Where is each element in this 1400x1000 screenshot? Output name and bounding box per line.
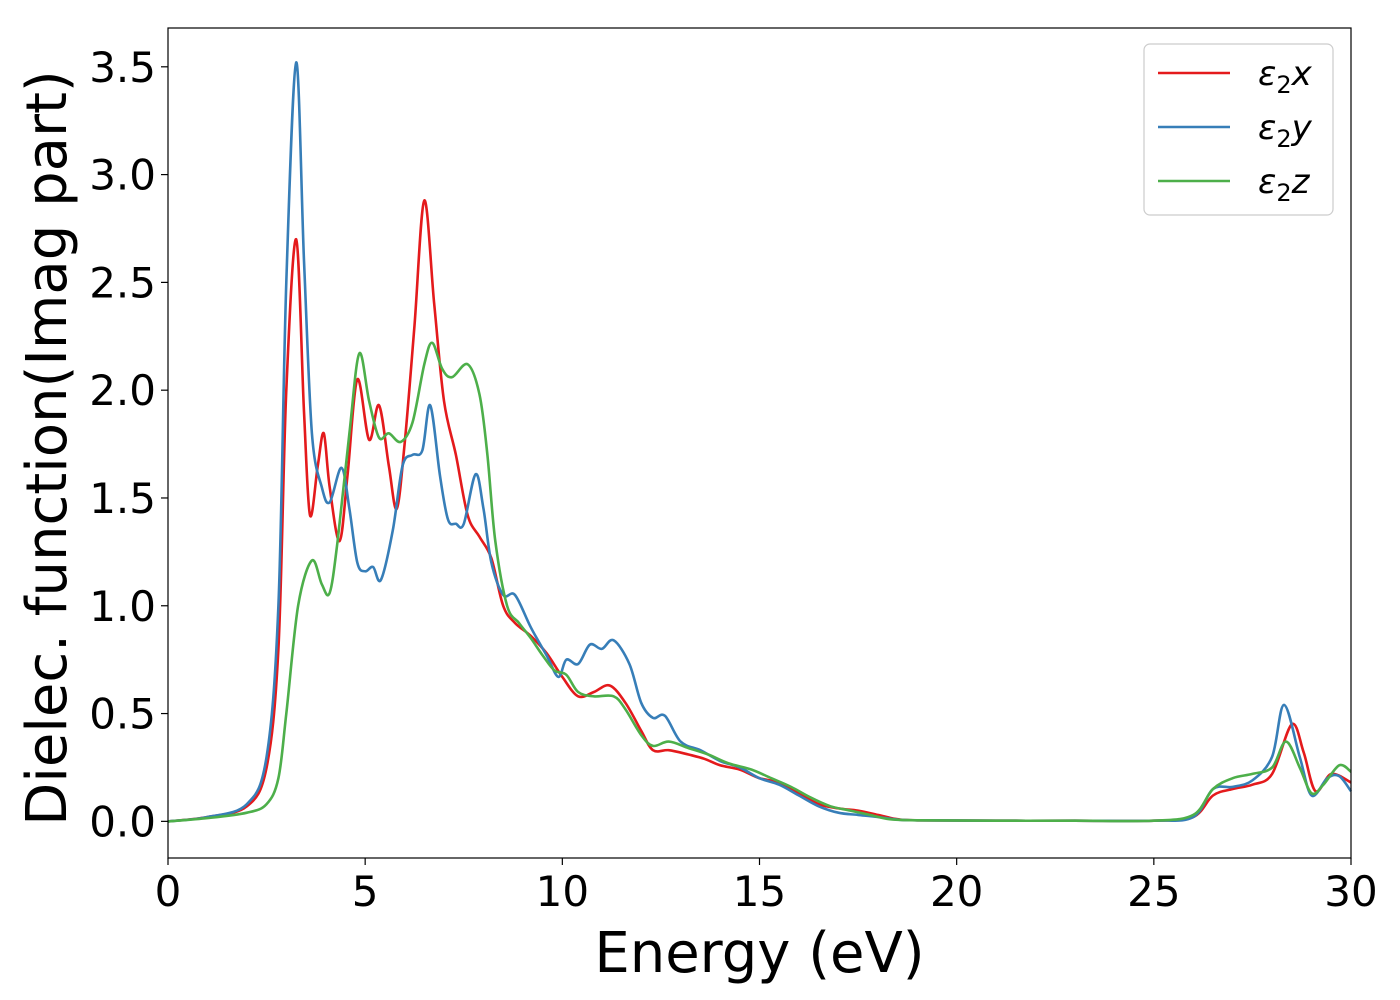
x-axis-title: Energy (eV) — [594, 921, 924, 986]
y-axis-title: Dielec. function(Imag part) — [15, 70, 80, 826]
x-tick-label: 0 — [155, 867, 182, 916]
y-tick-label: 0.0 — [89, 797, 156, 846]
x-tick-label: 20 — [930, 867, 983, 916]
x-axis-ticks: 0 5 10 15 20 25 30 — [155, 858, 1378, 916]
series-line-z — [167, 341, 1352, 823]
y-tick-label: 1.5 — [89, 474, 156, 523]
legend-label: ε2z — [1258, 162, 1311, 207]
series-line-x — [167, 199, 1352, 823]
y-tick-label: 1.0 — [89, 582, 156, 631]
y-tick-label: 3.5 — [89, 43, 156, 92]
legend: ε2x ε2y ε2z — [1143, 43, 1334, 216]
legend-label: ε2y — [1258, 108, 1313, 153]
legend-label: ε2x — [1258, 54, 1313, 99]
y-tick-label: 2.5 — [89, 258, 156, 307]
x-tick-label: 10 — [536, 867, 589, 916]
y-tick-label: 0.5 — [89, 690, 156, 739]
x-tick-label: 15 — [733, 867, 786, 916]
y-tick-label: 2.0 — [89, 366, 156, 415]
legend-box — [1143, 43, 1334, 216]
x-tick-label: 25 — [1127, 867, 1180, 916]
y-tick-label: 3.0 — [89, 151, 156, 200]
plot-lines — [167, 61, 1353, 823]
y-axis-ticks: 0.0 0.5 1.0 1.5 2.0 2.5 3.0 3.5 — [89, 43, 168, 846]
x-tick-label: 30 — [1324, 867, 1377, 916]
x-tick-label: 5 — [352, 867, 379, 916]
